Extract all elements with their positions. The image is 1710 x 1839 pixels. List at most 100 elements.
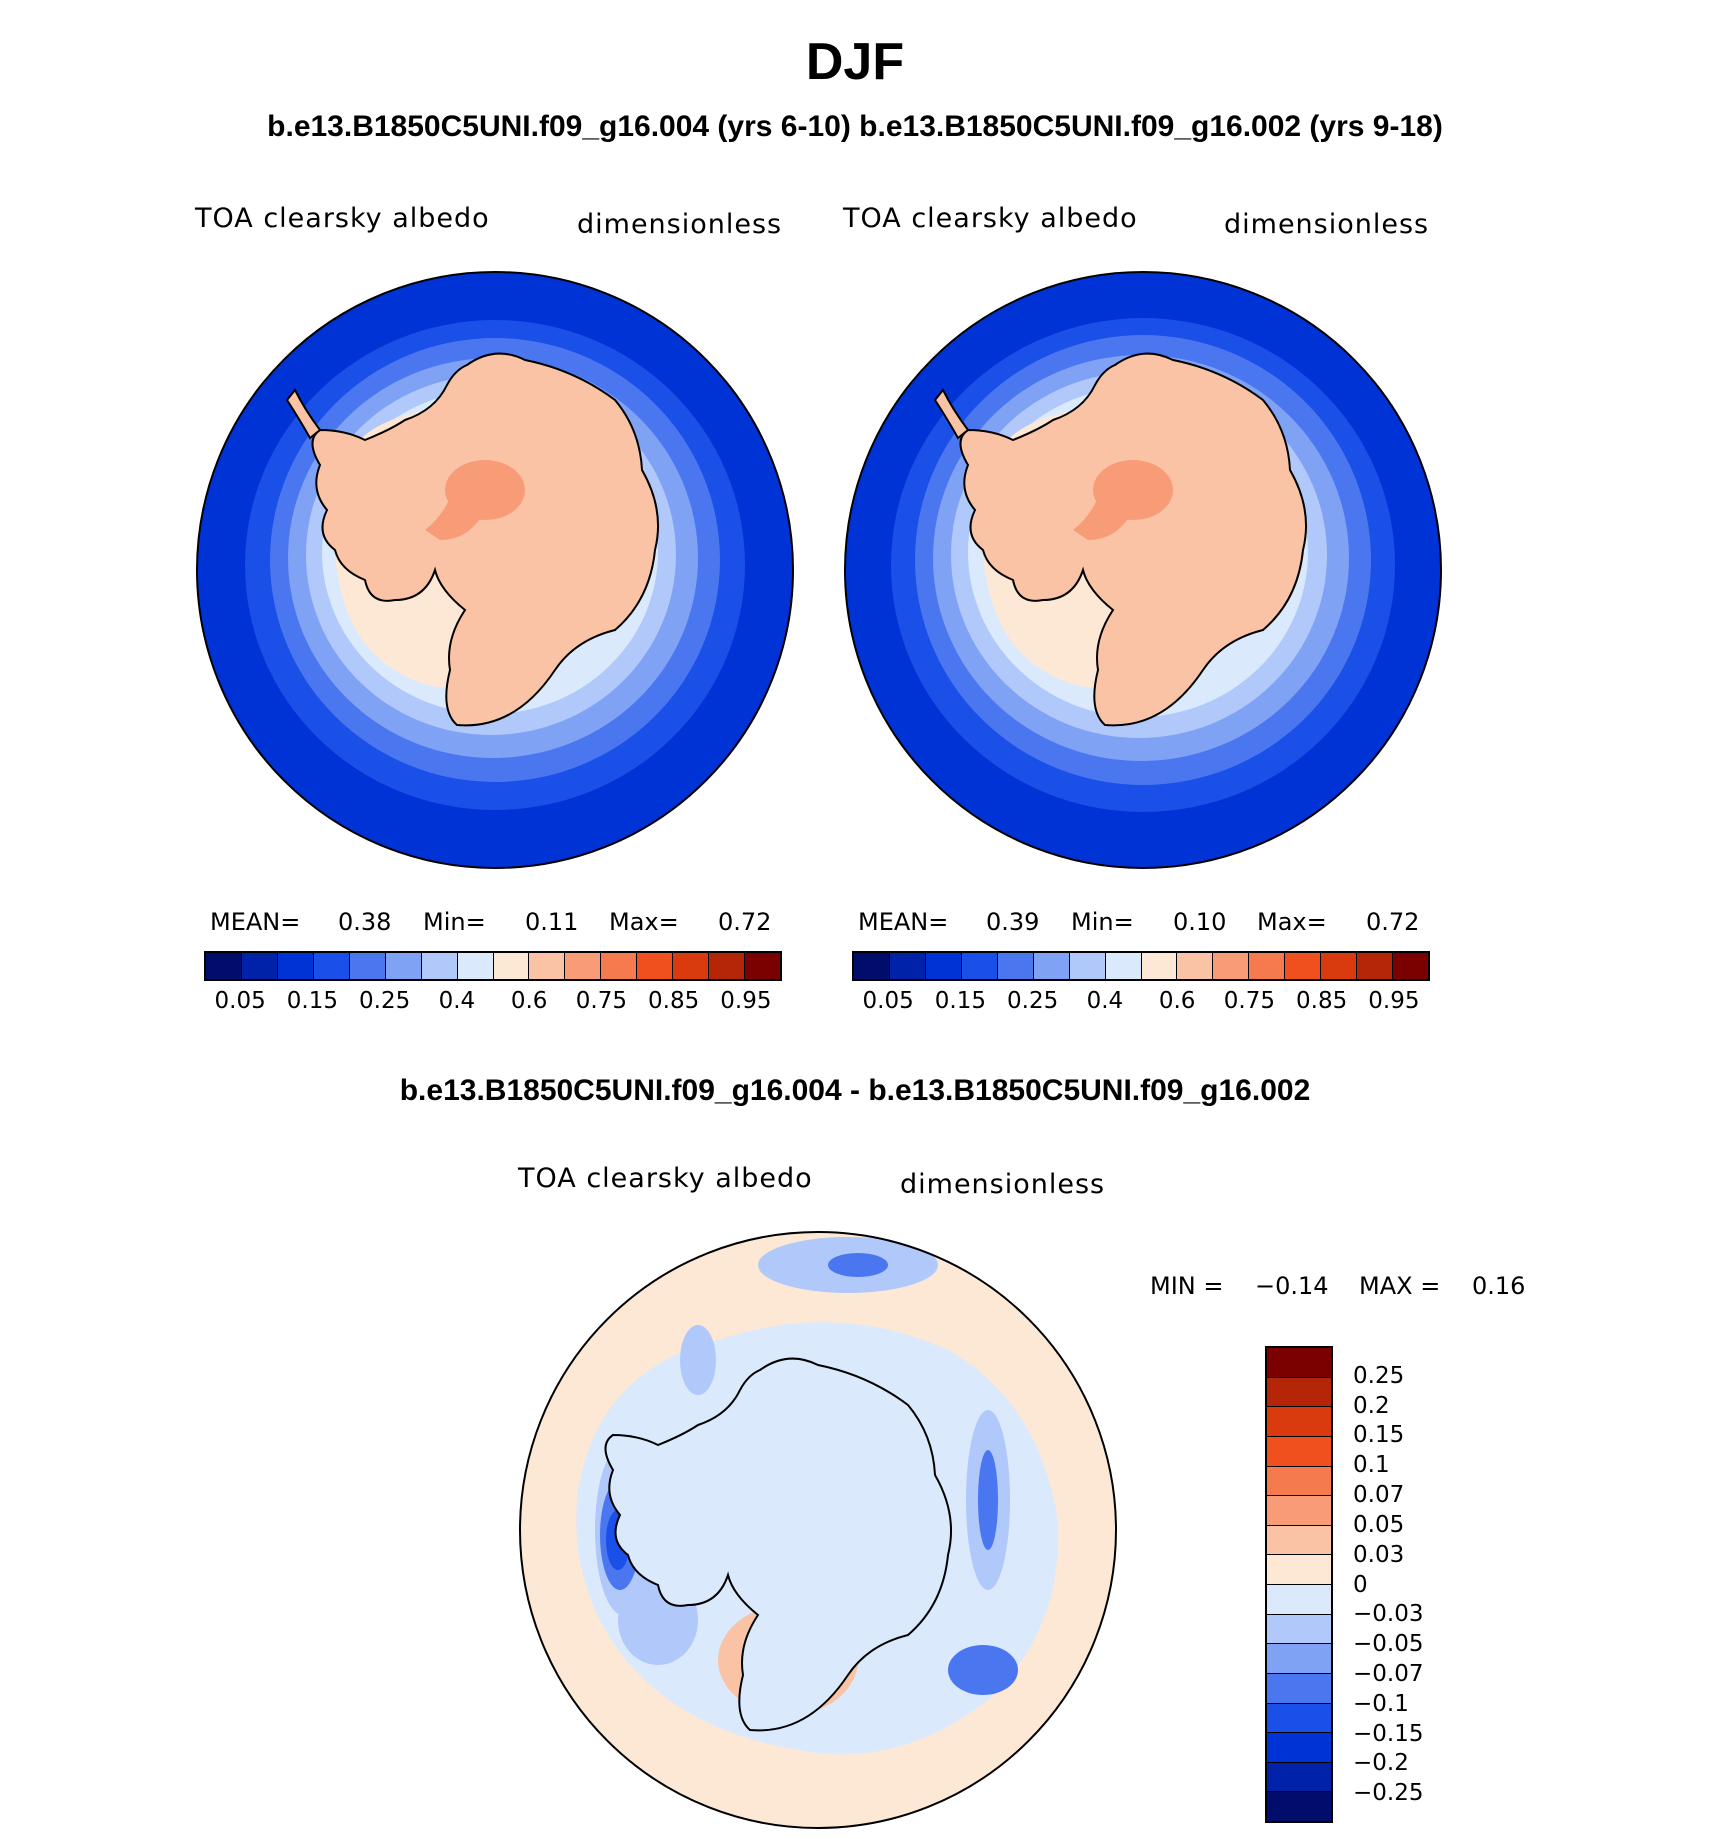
colorbar-difference-ticks: 0.25 0.2 0.15 0.1 0.07 0.05 0.03 0 −0.03 −0.05 −0.… (1353, 1346, 1453, 1823)
colorbar-panel-1 (204, 951, 782, 981)
colorbar-panel-2-swatch (1249, 953, 1286, 979)
colorbar-difference-swatch (1267, 1496, 1331, 1526)
colorbar-panel-1-tick-label: 0.75 (575, 988, 627, 1014)
colorbar-panel-2-tick-label: 0.4 (1086, 988, 1124, 1014)
map-shape (1093, 460, 1173, 520)
colorbar-difference-tick-label: 0.05 (1353, 1511, 1405, 1538)
colorbar-panel-1-swatch (421, 953, 458, 979)
colorbar-panel-2-tick-label: 0.05 (862, 988, 914, 1014)
colorbar-panel-2-swatch (854, 953, 890, 979)
colorbar-difference-tick-label: 0.15 (1353, 1422, 1405, 1449)
colorbar-difference-tick-label: 0.1 (1353, 1452, 1390, 1479)
panel2-variable-label: TOA clearsky albedo (843, 203, 1138, 234)
map-shape (828, 1253, 888, 1277)
colorbar-panel-1-swatch (313, 953, 350, 979)
colorbar-difference-tick-label: −0.03 (1353, 1601, 1424, 1628)
colorbar-panel-1-swatch (601, 953, 638, 979)
colorbar-panel-1-swatch (565, 953, 602, 979)
colorbar-difference-swatch (1267, 1644, 1331, 1674)
colorbar-panel-1-swatch (385, 953, 422, 979)
panel1-units-label: dimensionless (577, 209, 783, 240)
colorbar-panel-1-swatch (241, 953, 278, 979)
colorbar-difference-swatch (1267, 1466, 1331, 1497)
colorbar-panel-1-tick-label: 0.85 (648, 988, 700, 1014)
colorbar-panel-2-swatch (1033, 953, 1070, 979)
map-shape (425, 480, 485, 540)
colorbar-panel-1-swatch (745, 953, 780, 979)
colorbar-panel-1-swatch (277, 953, 314, 979)
panel1-variable-label: TOA clearsky albedo (195, 203, 490, 234)
map-shape (604, 1357, 953, 1732)
colorbar-panel-1-ticks: 0.05 0.15 0.25 0.4 0.6 0.75 0.85 0.95 (204, 988, 782, 1018)
panel1-max-value: 0.72 (718, 908, 772, 936)
colorbar-difference-tick-label: 0.07 (1353, 1482, 1405, 1509)
diff-min-value: −0.14 (1255, 1272, 1329, 1300)
panel2-max-value: 0.72 (1366, 908, 1420, 936)
colorbar-difference-tick-label: 0 (1353, 1571, 1368, 1598)
colorbar-difference (1265, 1346, 1333, 1823)
colorbar-difference-swatch (1267, 1733, 1331, 1763)
diff-max-label: MAX = (1359, 1272, 1441, 1300)
colorbar-difference-swatch (1267, 1348, 1331, 1378)
colorbar-panel-1-swatch (673, 953, 710, 979)
colorbar-difference-swatch (1267, 1407, 1331, 1437)
colorbar-panel-2-swatch (1141, 953, 1178, 979)
panel2-min-value: 0.10 (1173, 908, 1227, 936)
colorbar-difference-swatch (1267, 1377, 1331, 1408)
colorbar-panel-1-swatch (637, 953, 674, 979)
colorbar-panel-2-swatch (1393, 953, 1428, 979)
colorbar-panel-2-swatch (1105, 953, 1142, 979)
colorbar-panel-2-swatch (889, 953, 926, 979)
colorbar-difference-tick-label: 0.25 (1353, 1362, 1405, 1389)
colorbar-difference-tick-label: −0.1 (1353, 1690, 1409, 1717)
colorbar-panel-2-swatch (1285, 953, 1322, 979)
colorbar-difference-tick-label: −0.15 (1353, 1720, 1424, 1747)
colorbar-difference-swatch (1267, 1703, 1331, 1734)
map-shape (285, 388, 322, 440)
colorbar-panel-2-swatch (1177, 953, 1214, 979)
colorbar-difference-swatch (1267, 1614, 1331, 1645)
diff-units-label: dimensionless (900, 1169, 1106, 1200)
colorbar-panel-1-swatch (206, 953, 242, 979)
panel2-mean-value: 0.39 (986, 908, 1040, 936)
colorbar-panel-2-tick-label: 0.85 (1296, 988, 1348, 1014)
map-panel-difference (519, 1231, 1117, 1829)
colorbar-difference-swatch (1267, 1525, 1331, 1556)
colorbar-panel-2-tick-label: 0.95 (1368, 988, 1420, 1014)
colorbar-difference-swatch (1267, 1436, 1331, 1467)
diff-variable-label: TOA clearsky albedo (518, 1163, 813, 1194)
colorbar-panel-2-tick-label: 0.15 (934, 988, 986, 1014)
colorbar-panel-2-swatch (1321, 953, 1358, 979)
colorbar-panel-1-swatch (349, 953, 386, 979)
map-shape (680, 1325, 716, 1395)
colorbar-difference-tick-label: −0.07 (1353, 1660, 1424, 1687)
panel2-max-label: Max= (1257, 908, 1327, 936)
diff-min-label: MIN = (1150, 1272, 1224, 1300)
panel2-min-label: Min= (1071, 908, 1134, 936)
colorbar-difference-swatch (1267, 1792, 1331, 1821)
colorbar-panel-2-tick-label: 0.25 (1007, 988, 1059, 1014)
colorbar-panel-1-tick-label: 0.6 (510, 988, 548, 1014)
colorbar-panel-1-swatch (709, 953, 746, 979)
colorbar-panel-2 (852, 951, 1430, 981)
colorbar-difference-tick-label: 0.03 (1353, 1541, 1405, 1568)
colorbar-difference-swatch (1267, 1585, 1331, 1615)
colorbar-panel-1-tick-label: 0.15 (286, 988, 338, 1014)
map-shape (933, 388, 970, 440)
colorbar-panel-1-tick-label: 0.25 (359, 988, 411, 1014)
colorbar-panel-1-swatch (493, 953, 530, 979)
map-panel-2 (844, 271, 1442, 869)
colorbar-panel-1-swatch (529, 953, 566, 979)
colorbar-panel-2-swatch (997, 953, 1034, 979)
colorbar-panel-1-tick-label: 0.4 (438, 988, 476, 1014)
colorbar-panel-2-swatch (1069, 953, 1106, 979)
figure-title: DJF (805, 33, 905, 91)
panel1-mean-label: MEAN= (210, 908, 301, 936)
subtitle-difference: b.e13.B1850C5UNI.f09_g16.004 - b.e13.B18… (399, 1074, 1311, 1107)
colorbar-difference-swatch (1267, 1673, 1331, 1704)
panel2-mean-label: MEAN= (858, 908, 949, 936)
colorbar-panel-2-tick-label: 0.6 (1158, 988, 1196, 1014)
colorbar-panel-1-tick-label: 0.95 (720, 988, 772, 1014)
panel1-mean-value: 0.38 (338, 908, 392, 936)
panel1-max-label: Max= (609, 908, 679, 936)
